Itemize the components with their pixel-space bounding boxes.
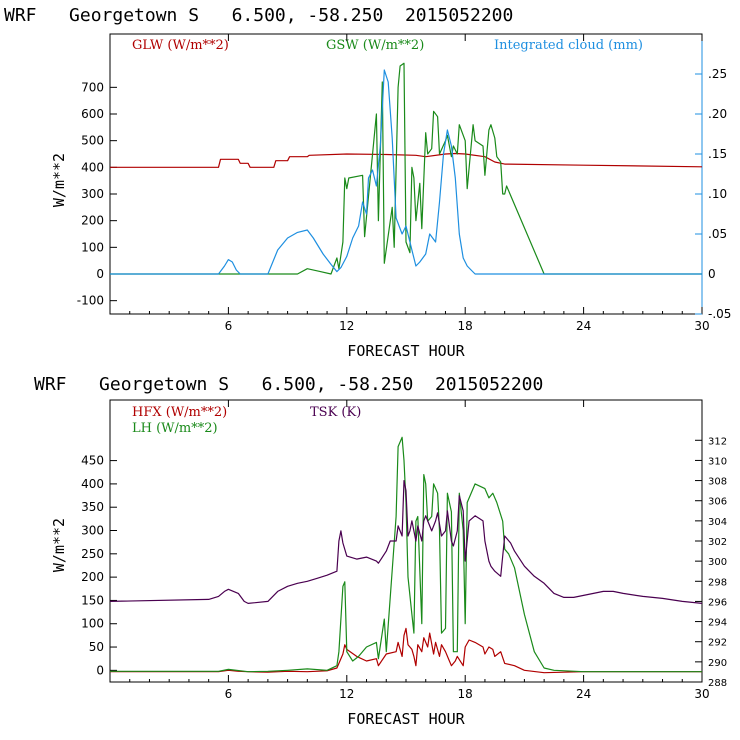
y2-tick-label: 298 (708, 577, 727, 588)
chart2-x-axis-label: FORECAST HOUR (347, 710, 465, 728)
y-tick-label: 500 (81, 134, 104, 148)
chart1-title: WRF Georgetown S 6.500, -58.250 20150522… (4, 5, 513, 26)
chart1-y-axis-label: W/m**2 (50, 153, 68, 207)
y-tick-label: 600 (81, 107, 104, 121)
series-line-gsw (110, 62, 702, 275)
y2-tick-label: 306 (708, 497, 727, 508)
y-tick-label: 250 (81, 547, 104, 561)
y2-tick-label: .20 (708, 107, 727, 121)
chart1-plot-frame (109, 33, 703, 315)
y-tick-label: 350 (81, 500, 104, 514)
y2-tick-label: 310 (708, 456, 727, 467)
x-tick-label: 24 (576, 319, 591, 333)
y2-tick-label: .15 (708, 147, 727, 161)
y-tick-label: 150 (81, 593, 104, 607)
y-tick-label: 100 (81, 240, 104, 254)
y-tick-label: -100 (77, 294, 104, 308)
chart2-plot-frame (109, 399, 703, 683)
chart2-y-axis-label: W/m**2 (50, 518, 68, 572)
x-tick-label: 12 (339, 687, 354, 701)
series-line-tsk (109, 480, 703, 605)
y-tick-label: 0 (96, 267, 104, 281)
y-tick-label: 200 (81, 214, 104, 228)
y-tick-label: 50 (89, 640, 104, 654)
x-tick-label: 18 (458, 687, 473, 701)
y-tick-label: 400 (81, 160, 104, 174)
y2-tick-label: 308 (708, 477, 727, 488)
y2-tick-label: 290 (708, 658, 727, 669)
y-tick-label: 400 (81, 477, 104, 491)
chart1-legend-gsw: GSW (W/m**2) (326, 38, 424, 53)
y2-tick-label: .25 (708, 67, 727, 81)
y2-tick-label: 294 (708, 618, 727, 629)
series-line-hfx (110, 627, 702, 674)
series-line-cloud (110, 69, 702, 275)
chart2-legend-lh: LH (W/m**2) (132, 421, 218, 436)
y2-tick-label: -.05 (708, 307, 731, 321)
y2-tick-label: 312 (708, 436, 727, 447)
chart1-legend-cloud: Integrated cloud (mm) (494, 38, 643, 53)
chart1-x-axis-label: FORECAST HOUR (347, 342, 465, 360)
y-tick-label: 300 (81, 187, 104, 201)
y2-tick-label: 296 (708, 597, 727, 608)
x-tick-label: 6 (225, 687, 233, 701)
y-tick-label: 0 (96, 663, 104, 677)
chart2-legend-hfx: HFX (W/m**2) (132, 405, 227, 420)
chart2-legend-tsk: TSK (K) (310, 405, 361, 420)
x-tick-label: 30 (694, 319, 709, 333)
y-tick-label: 300 (81, 524, 104, 538)
x-tick-label: 18 (458, 319, 473, 333)
y-tick-label: 200 (81, 570, 104, 584)
y2-tick-label: 288 (708, 678, 727, 689)
y-tick-label: 100 (81, 617, 104, 631)
y2-tick-label: 302 (708, 537, 727, 548)
y2-tick-label: 304 (708, 517, 727, 528)
y-tick-label: 700 (81, 80, 104, 94)
chart2-title: WRF Georgetown S 6.500, -58.250 20150522… (34, 374, 543, 395)
y2-tick-label: 292 (708, 638, 727, 649)
y2-tick-label: .05 (708, 227, 727, 241)
x-tick-label: 6 (225, 319, 233, 333)
x-tick-label: 24 (576, 687, 591, 701)
chart1-legend-glw: GLW (W/m**2) (132, 38, 229, 53)
x-tick-label: 12 (339, 319, 354, 333)
y2-tick-label: 0 (708, 267, 716, 281)
series-line-glw (110, 152, 703, 168)
y-tick-label: 450 (81, 454, 104, 468)
y2-tick-label: 300 (708, 557, 727, 568)
series-line-lh (110, 436, 702, 673)
y2-tick-label: .10 (708, 187, 727, 201)
x-tick-label: 30 (694, 687, 709, 701)
